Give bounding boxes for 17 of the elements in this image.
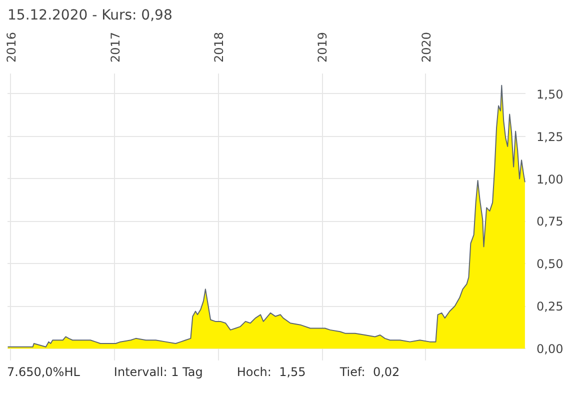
x-tick-label: 2019: [316, 32, 330, 62]
text: Intervall: 1 Tag: [114, 364, 203, 381]
y-tick-label: 1,25: [536, 130, 564, 144]
x-tick-label: 2018: [212, 32, 226, 62]
y-tick-label: 1,50: [536, 87, 564, 102]
text: Tief: 0,02: [340, 364, 400, 381]
y-tick-label: 1,00: [536, 172, 564, 186]
x-tick-label: 2017: [108, 32, 122, 62]
x-tick-label: 2020: [419, 32, 434, 62]
y-tick-label: 0,75: [536, 214, 564, 229]
y-tick-label: 0,25: [536, 300, 564, 314]
x-tick-label: 2016: [4, 32, 18, 62]
y-tick-label: 0,50: [536, 257, 564, 272]
chart-title: 15.12.2020 - Kurs: 0,98: [8, 8, 172, 24]
y-tick-label: 0,00: [536, 342, 564, 356]
text: 7.650,0%HL: [7, 364, 80, 381]
text: Hoch: 1,55: [236, 364, 306, 381]
